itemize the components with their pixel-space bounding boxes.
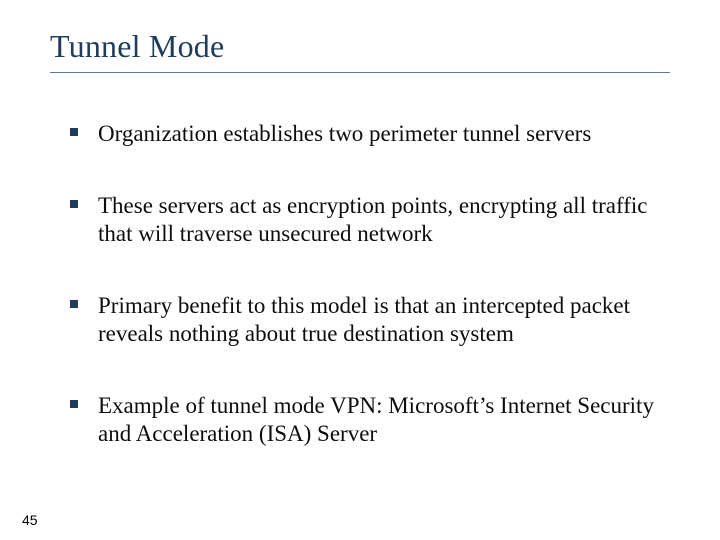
title-underline: [50, 72, 670, 73]
page-number: 45: [22, 512, 38, 528]
bullet-text: These servers act as encryption points, …: [98, 193, 647, 246]
bullet-text: Primary benefit to this model is that an…: [98, 293, 630, 346]
bullet-square-icon: [70, 200, 78, 208]
bullet-text: Example of tunnel mode VPN: Microsoft’s …: [98, 393, 654, 446]
slide-body: Organization establishes two perimeter t…: [70, 120, 670, 492]
bullet-square-icon: [70, 128, 78, 136]
bullet-square-icon: [70, 300, 78, 308]
bullet-item: Example of tunnel mode VPN: Microsoft’s …: [70, 392, 670, 448]
bullet-item: Primary benefit to this model is that an…: [70, 292, 670, 348]
bullet-item: These servers act as encryption points, …: [70, 192, 670, 248]
bullet-square-icon: [70, 400, 78, 408]
slide-title: Tunnel Mode: [50, 28, 224, 65]
slide: Tunnel Mode Organization establishes two…: [0, 0, 720, 540]
bullet-item: Organization establishes two perimeter t…: [70, 120, 670, 148]
bullet-text: Organization establishes two perimeter t…: [98, 121, 591, 146]
